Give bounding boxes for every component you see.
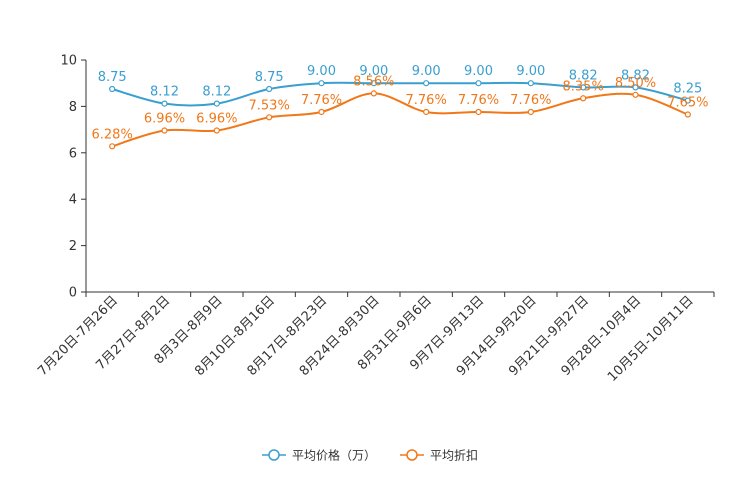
- data-label-price: 9.00: [307, 64, 336, 79]
- data-label-discount: 8.35%: [563, 79, 604, 94]
- data-label-price: 8.75: [255, 70, 284, 85]
- data-point-discount[interactable]: [580, 95, 587, 102]
- data-label-price: 9.00: [359, 64, 388, 79]
- data-point-discount[interactable]: [318, 108, 325, 116]
- y-axis-ticks: 0 2 4 6 8 10: [60, 54, 86, 301]
- data-label-discount: 8.50%: [615, 76, 656, 91]
- data-label-price: 9.00: [412, 64, 441, 79]
- legend-label-discount: 平均折扣: [430, 448, 478, 463]
- data-label-price: 8.25: [673, 82, 702, 97]
- legend-marker-price: [268, 449, 280, 461]
- data-label-discount: 7.76%: [510, 93, 551, 108]
- data-label-price: 8.75: [98, 70, 127, 85]
- data-point-price[interactable]: [318, 80, 325, 87]
- y-tick-label: 0: [69, 286, 77, 301]
- data-point-price[interactable]: [632, 84, 639, 91]
- legend-marker-discount: [406, 449, 418, 461]
- data-point-price[interactable]: [161, 100, 168, 107]
- legend[interactable]: 平均价格（万） 平均折扣: [262, 448, 478, 463]
- data-point-discount[interactable]: [475, 108, 482, 116]
- data-point-price[interactable]: [527, 80, 534, 87]
- data-point-price[interactable]: [580, 84, 587, 91]
- data-label-price: 8.82: [569, 68, 598, 83]
- x-axis-ticks: 7月20日-7月26日7月27日-8月2日8月3日-8月9日8月10日-8月16…: [35, 292, 715, 385]
- legend-item-discount[interactable]: 平均折扣: [400, 448, 478, 463]
- data-label-discount: 7.53%: [249, 98, 290, 113]
- legend-label-price: 平均价格（万）: [292, 448, 376, 463]
- data-label-discount: 6.96%: [144, 112, 185, 127]
- y-tick-label: 4: [69, 193, 77, 208]
- legend-item-price[interactable]: 平均价格（万）: [262, 448, 376, 463]
- data-point-discount[interactable]: [109, 143, 116, 150]
- data-point-price[interactable]: [266, 85, 273, 93]
- series: [109, 80, 691, 150]
- series-line-discount: [111, 92, 689, 148]
- y-tick-label: 8: [69, 100, 77, 115]
- data-point-discount[interactable]: [527, 108, 534, 116]
- data-point-price[interactable]: [684, 97, 691, 104]
- data-label-discount: 7.65%: [667, 96, 708, 111]
- data-label-price: 8.12: [202, 85, 231, 100]
- data-label-price: 9.00: [464, 64, 493, 79]
- data-point-discount[interactable]: [632, 91, 639, 98]
- data-point-discount[interactable]: [161, 127, 168, 134]
- data-label-discount: 7.76%: [301, 93, 342, 108]
- data-label-discount: 7.76%: [406, 93, 447, 108]
- data-label-discount: 6.28%: [92, 127, 133, 142]
- y-tick-label: 2: [69, 239, 77, 254]
- data-point-price[interactable]: [423, 80, 430, 87]
- data-label-discount: 8.56%: [353, 74, 394, 89]
- series-line-price: [111, 81, 689, 107]
- data-label-price: 8.82: [621, 68, 650, 83]
- data-label-discount: 7.76%: [458, 93, 499, 108]
- data-point-discount[interactable]: [423, 108, 430, 116]
- data-point-price[interactable]: [109, 85, 116, 93]
- data-point-discount[interactable]: [684, 111, 691, 118]
- data-labels: 8.75 8.12 8.12 8.75 9.00 9.00 9.00 9.00 9.00 8.82…: [92, 64, 709, 142]
- data-point-discount[interactable]: [266, 114, 273, 121]
- data-point-price[interactable]: [370, 80, 377, 87]
- data-point-discount[interactable]: [213, 127, 220, 134]
- data-label-price: 9.00: [516, 64, 545, 79]
- data-label-discount: 6.96%: [196, 112, 237, 127]
- y-tick-label: 10: [60, 54, 77, 69]
- data-point-discount[interactable]: [370, 90, 377, 97]
- data-point-price[interactable]: [213, 100, 220, 107]
- data-point-price[interactable]: [475, 80, 482, 87]
- data-label-price: 8.12: [150, 85, 179, 100]
- y-tick-label: 6: [69, 146, 77, 161]
